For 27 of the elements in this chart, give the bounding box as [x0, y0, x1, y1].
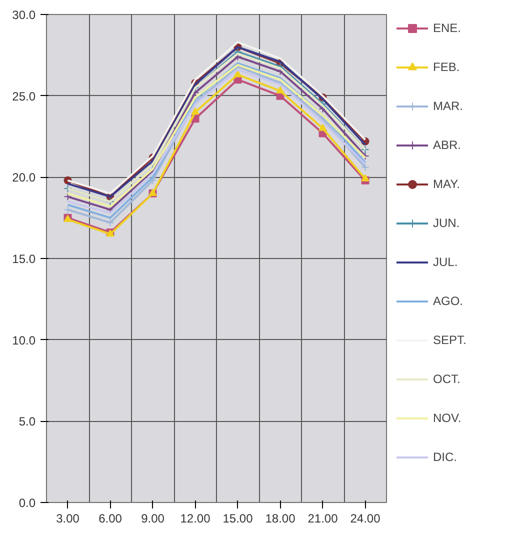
x-tick-label: 15.00	[222, 512, 254, 526]
legend-label: AGO.	[433, 293, 464, 310]
legend-label: ABR.	[433, 137, 462, 154]
legend-label: JUN.	[433, 215, 460, 232]
legend-label: MAY.	[433, 176, 460, 193]
x-tick-label: 6.00	[98, 512, 122, 526]
legend-label: OCT.	[433, 371, 460, 388]
y-tick-label: 5.0	[18, 414, 36, 429]
x-tick-label: 9.00	[141, 512, 165, 526]
x-tick-label: 3.00	[56, 512, 80, 526]
x-tick-label: 21.00	[308, 512, 338, 526]
x-tick-label: 24.00	[350, 512, 381, 526]
legend-label: DIC.	[433, 449, 457, 466]
legend-label: JUL.	[433, 254, 458, 271]
legend-label: NOV.	[433, 410, 462, 427]
y-tick-label: 0.0	[18, 496, 36, 510]
legend-label: SEPT.	[433, 332, 466, 349]
legend-label: FEB.	[433, 59, 460, 76]
x-tick-label: 18.00	[265, 512, 296, 526]
y-tick-label: 10.0	[12, 333, 36, 348]
y-tick-label: 25.0	[12, 89, 36, 104]
y-tick-label: 20.0	[12, 170, 36, 185]
y-tick-label: 30.0	[12, 8, 36, 22]
x-tick-label: 12.00	[180, 512, 211, 526]
legend-label: MAR.	[433, 98, 463, 115]
y-tick-label: 15.0	[12, 252, 36, 266]
legend-label: ENE.	[433, 20, 462, 37]
